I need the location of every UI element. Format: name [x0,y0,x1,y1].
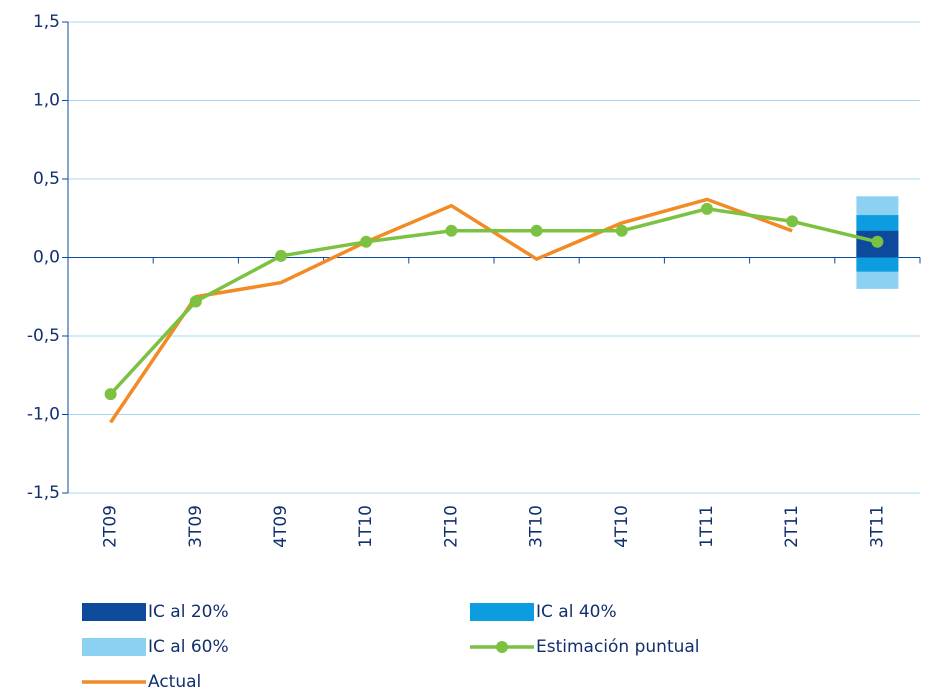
legend-swatch [470,603,534,621]
marker [360,235,373,248]
marker [275,249,287,262]
marker [530,224,543,237]
x-tick-label: 2T10 [441,505,461,548]
y-tick-label: -1,0 [27,405,60,425]
line [109,207,878,396]
marker [445,224,458,237]
legend-label: IC al 60% [148,637,229,657]
x-tick-label: 3T09 [186,505,206,548]
y-tick-label: 0,5 [33,169,60,189]
marker [786,215,799,228]
y-tick-label: -0,5 [27,326,60,346]
legend-swatch [82,638,146,656]
legend-label: IC al 40% [536,602,617,622]
y-tick-label: 1,0 [33,91,60,111]
line [109,197,793,424]
marker [871,235,884,248]
x-tick-label: 3T11 [867,505,887,548]
x-tick-label: 2T09 [101,505,121,548]
marker [615,224,628,237]
x-tick-label: 3T10 [527,505,547,548]
marker [189,295,202,308]
x-tick-label: 1T11 [697,505,717,548]
y-tick-label: 1,5 [33,12,60,32]
legend-marker [496,641,508,653]
marker [701,202,713,215]
x-tick-label: 2T11 [782,505,802,548]
legend-label: Actual [148,672,201,690]
x-tick-label: 4T09 [271,505,291,548]
y-tick-label: 0,0 [33,248,60,268]
x-tick-label: 1T10 [356,505,376,548]
y-tick-label: -1,5 [27,483,60,503]
legend-swatch [82,603,146,621]
x-tick-label: 4T10 [612,505,632,548]
legend-label: Estimación puntual [536,637,700,657]
marker [104,388,117,401]
legend-label: IC al 20% [148,602,229,622]
